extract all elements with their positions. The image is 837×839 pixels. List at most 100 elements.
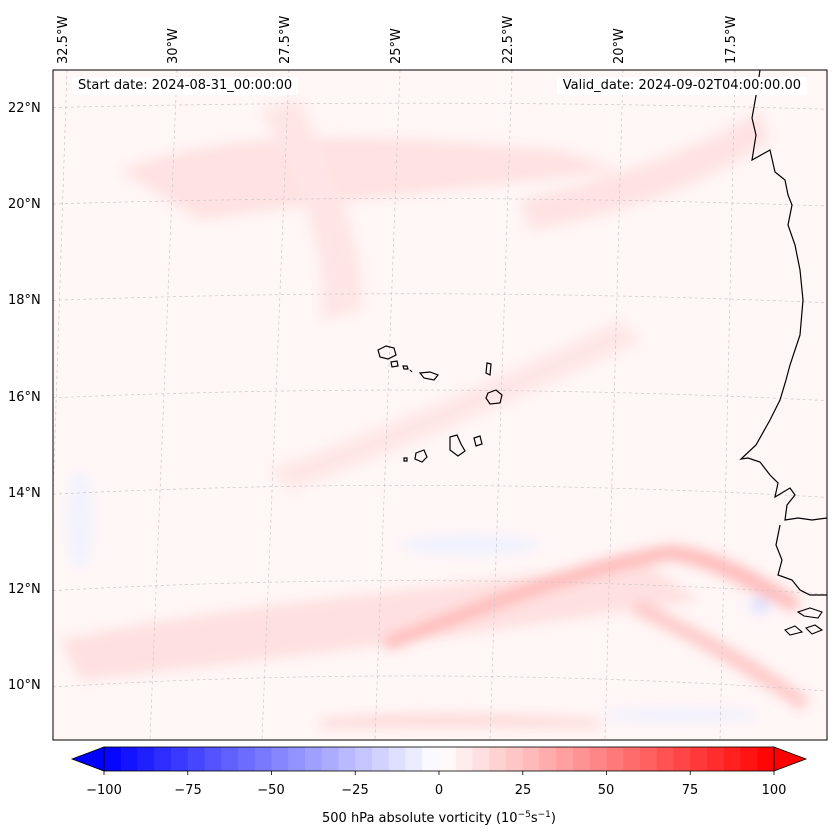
meridian-line bbox=[261, 70, 290, 740]
colorbar-tick-label: −75 bbox=[174, 783, 201, 798]
longitude-labels: 32.5°W 30°W 27.5°W 25°W 22.5°W 20°W 17.5… bbox=[56, 16, 739, 64]
lon-label: 30°W bbox=[166, 28, 181, 64]
vorticity-negative-patch bbox=[400, 535, 540, 555]
colorbar-cell bbox=[238, 747, 256, 771]
colorbar-cell bbox=[187, 747, 206, 771]
lon-label: 27.5°W bbox=[278, 16, 293, 64]
colorbar-cell bbox=[104, 747, 122, 771]
lat-label: 20°N bbox=[8, 197, 41, 212]
colorbar: −100 −75 −50 −25 0 25 50 75 100 500 hPa … bbox=[70, 746, 808, 826]
colorbar-tick-label: −25 bbox=[341, 783, 368, 798]
colorbar-tick-label: −50 bbox=[257, 783, 284, 798]
lon-label: 17.5°W bbox=[724, 16, 739, 64]
lat-label: 10°N bbox=[8, 678, 41, 693]
colorbar-tick-labels: −100 −75 −50 −25 0 25 50 75 100 bbox=[86, 783, 786, 798]
colorbar-min-extend-arrow bbox=[70, 746, 105, 772]
african-coastline-south bbox=[775, 524, 827, 596]
meridian-line bbox=[489, 70, 513, 740]
colorbar-cells bbox=[104, 747, 775, 771]
parallel-line bbox=[53, 389, 827, 401]
colorbar-cell bbox=[723, 747, 742, 771]
colorbar-cell bbox=[589, 747, 608, 771]
vorticity-negative-patch bbox=[68, 470, 92, 570]
lat-label: 18°N bbox=[8, 293, 41, 308]
colorbar-cell bbox=[690, 747, 708, 771]
colorbar-cell bbox=[288, 747, 306, 771]
colorbar-cell bbox=[254, 747, 273, 771]
colorbar-cell bbox=[321, 747, 340, 771]
colorbar-cell bbox=[221, 747, 239, 771]
colorbar-cell bbox=[656, 747, 675, 771]
start-date-label: Start date: 2024-08-31_00:00:00 bbox=[72, 77, 299, 95]
cape-verde-islands bbox=[377, 345, 503, 463]
colorbar-cell bbox=[673, 747, 691, 771]
colorbar-cell bbox=[422, 747, 440, 771]
colorbar-cell bbox=[740, 747, 758, 771]
parallel-line bbox=[53, 580, 827, 595]
lon-label: 20°W bbox=[612, 28, 627, 64]
meridian-line bbox=[149, 70, 178, 740]
colorbar-cell bbox=[623, 747, 641, 771]
colorbar-ticks bbox=[103, 771, 775, 775]
colorbar-cell bbox=[707, 747, 725, 771]
colorbar-cell bbox=[388, 747, 407, 771]
colorbar-cell bbox=[455, 747, 474, 771]
colorbar-cell bbox=[506, 747, 524, 771]
parallel-line bbox=[53, 675, 827, 692]
colorbar-cell bbox=[556, 747, 574, 771]
parallel-line bbox=[53, 293, 827, 304]
colorbar-cell bbox=[573, 747, 591, 771]
colorbar-cell bbox=[154, 747, 172, 771]
parallel-line bbox=[53, 484, 827, 498]
colorbar-cell bbox=[472, 747, 490, 771]
colorbar-cell bbox=[338, 747, 356, 771]
meridian-line bbox=[604, 70, 624, 740]
colorbar-cell bbox=[640, 747, 658, 771]
lat-label: 16°N bbox=[8, 390, 41, 405]
vorticity-negative-patch bbox=[600, 709, 760, 721]
lat-label: 22°N bbox=[8, 101, 41, 116]
colorbar-cell bbox=[372, 747, 390, 771]
lat-label: 12°N bbox=[8, 582, 41, 597]
colorbar-cell bbox=[405, 747, 423, 771]
colorbar-tick-label: 100 bbox=[762, 783, 787, 798]
map-frame bbox=[52, 69, 828, 741]
vorticity-band-southeast bbox=[630, 600, 810, 710]
colorbar-tick-label: 25 bbox=[515, 783, 532, 798]
colorbar-cell bbox=[757, 747, 775, 771]
parallel-line bbox=[53, 102, 827, 110]
colorbar-label: 500 hPa absolute vorticity (10−5s−1) bbox=[322, 810, 556, 826]
colorbar-cell bbox=[271, 747, 289, 771]
meridian-line bbox=[374, 70, 401, 740]
african-coastline bbox=[739, 70, 827, 521]
colorbar-tick-label: −100 bbox=[86, 783, 122, 798]
colorbar-cell bbox=[305, 747, 323, 771]
colorbar-cell bbox=[606, 747, 624, 771]
parallel-line bbox=[53, 198, 827, 207]
colorbar-cell bbox=[439, 747, 457, 771]
lon-label: 32.5°W bbox=[56, 16, 71, 64]
colorbar-cell bbox=[137, 747, 155, 771]
colorbar-tick-label: 75 bbox=[682, 783, 699, 798]
colorbar-cell bbox=[522, 747, 541, 771]
colorbar-max-extend-arrow bbox=[773, 746, 808, 772]
vorticity-max-filament bbox=[380, 545, 800, 650]
vorticity-band-bottom bbox=[320, 714, 600, 728]
colorbar-cell bbox=[489, 747, 507, 771]
colorbar-cell bbox=[120, 747, 139, 771]
colorbar-cell bbox=[539, 747, 557, 771]
lon-label: 25°W bbox=[389, 28, 404, 64]
vorticity-field bbox=[53, 70, 827, 740]
colorbar-cell bbox=[204, 747, 222, 771]
valid-date-label: Valid_date: 2024-09-02T04:00:00.00 bbox=[556, 77, 807, 95]
colorbar-tick-label: 0 bbox=[435, 783, 443, 798]
latitude-labels: 22°N 20°N 18°N 16°N 14°N 12°N 10°N bbox=[8, 101, 41, 693]
colorbar-cell bbox=[355, 747, 373, 771]
colorbar-cell bbox=[171, 747, 189, 771]
vorticity-negative-patch bbox=[750, 597, 770, 613]
meridian-line bbox=[719, 70, 736, 740]
colorbar-tick-label: 50 bbox=[598, 783, 615, 798]
vorticity-band-central bbox=[270, 320, 640, 490]
graticule bbox=[53, 70, 827, 740]
